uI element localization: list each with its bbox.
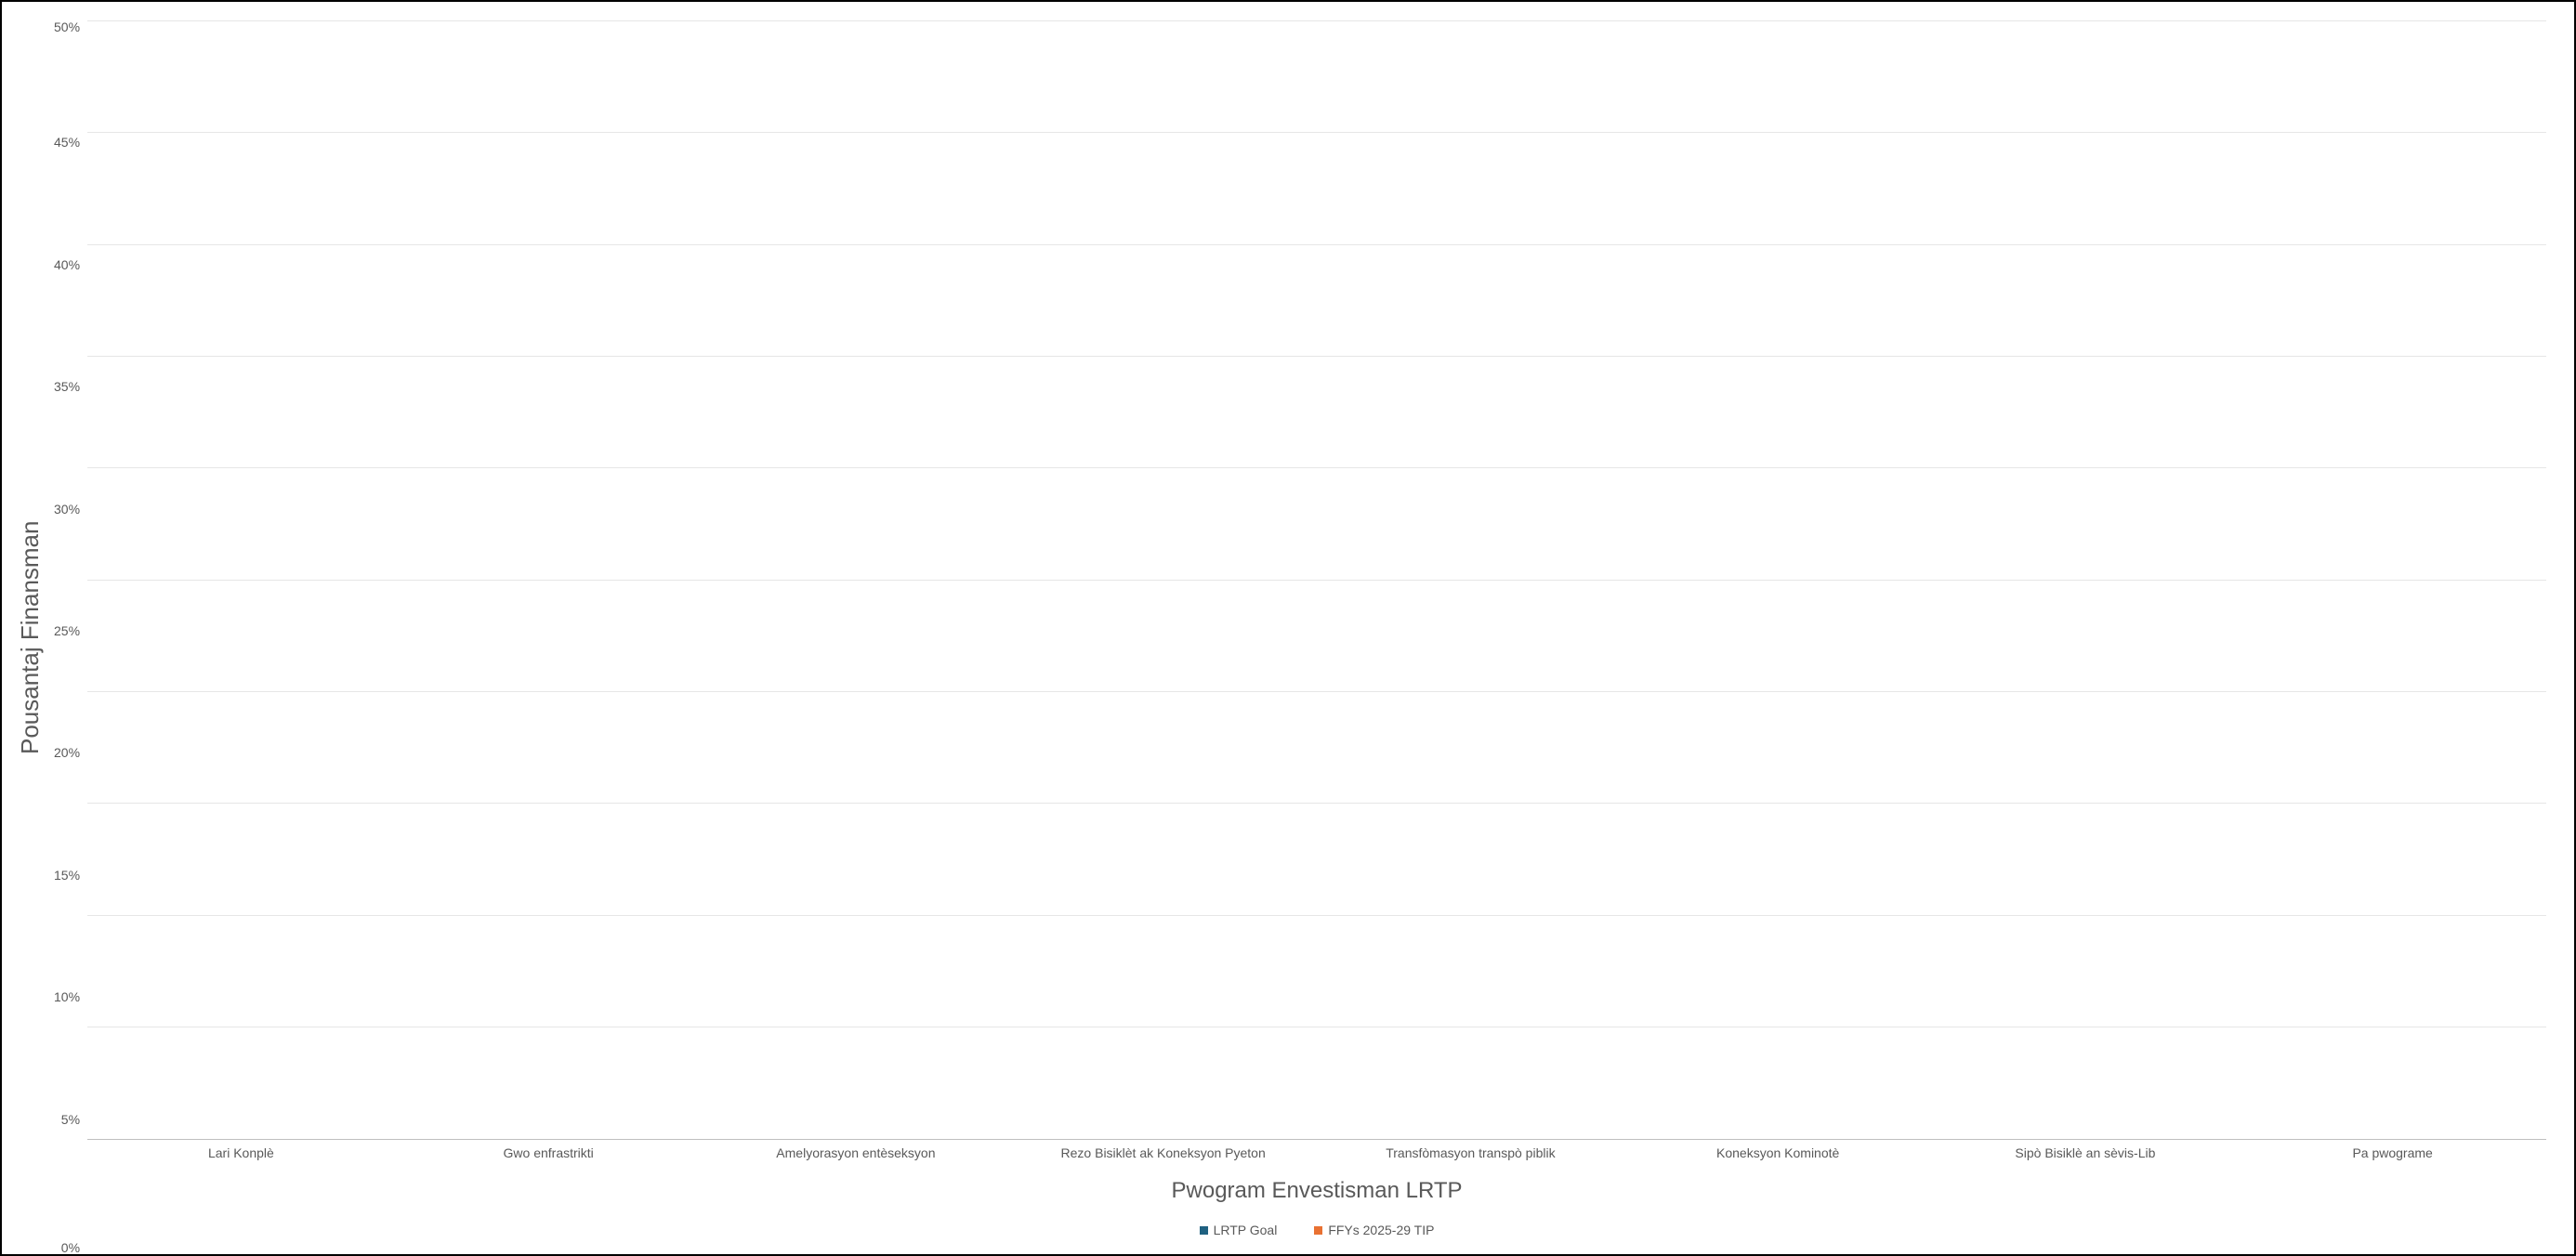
x-axis-labels: Lari KonplèGwo enfrastriktiAmelyorasyon … xyxy=(87,1140,2546,1162)
x-tick-label: Amelyorasyon entèseksyon xyxy=(703,1145,1010,1162)
y-tick-label: 35% xyxy=(54,380,80,393)
y-tick-label: 50% xyxy=(54,20,80,33)
legend: LRTP Goal FFYs 2025-29 TIP xyxy=(87,1213,2546,1254)
gridline xyxy=(87,691,2546,692)
x-tick-label: Gwo enfrastrikti xyxy=(395,1145,703,1162)
y-tick-label: 30% xyxy=(54,503,80,516)
x-tick-label: Rezo Bisiklèt ak Koneksyon Pyeton xyxy=(1009,1145,1317,1162)
y-tick-label: 15% xyxy=(54,869,80,882)
gridline xyxy=(87,915,2546,916)
x-axis-title: Pwogram Envestisman LRTP xyxy=(87,1161,2546,1213)
gridline xyxy=(87,467,2546,468)
legend-label: LRTP Goal xyxy=(1214,1223,1278,1237)
legend-label: FFYs 2025-29 TIP xyxy=(1328,1223,1434,1237)
legend-swatch xyxy=(1200,1226,1208,1235)
legend-item: FFYs 2025-29 TIP xyxy=(1314,1223,1434,1237)
chart-container: Pousantaj Finansman 50% 45% 40% 35% 30% 25% 20… xyxy=(0,0,2576,1256)
x-tick-label: Koneksyon Kominotè xyxy=(1624,1145,1932,1162)
y-tick-label: 45% xyxy=(54,136,80,149)
y-tick-label: 0% xyxy=(54,1241,80,1254)
gridline xyxy=(87,803,2546,804)
y-tick-label: 10% xyxy=(54,990,80,1003)
gridline xyxy=(87,20,2546,21)
gridline xyxy=(87,356,2546,357)
legend-swatch xyxy=(1314,1226,1322,1235)
x-tick-label: Sipò Bisiklè an sèvis-Lib xyxy=(1932,1145,2240,1162)
plot-wrapper: Lari KonplèGwo enfrastriktiAmelyorasyon … xyxy=(87,20,2546,1254)
y-tick-label: 40% xyxy=(54,258,80,271)
y-axis-labels: 50% 45% 40% 35% 30% 25% 20% 15% 10% 5% 0% xyxy=(49,20,87,1254)
x-tick-label: Transfòmasyon transpò piblik xyxy=(1317,1145,1624,1162)
x-tick-label: Pa pwograme xyxy=(2239,1145,2546,1162)
y-axis-title: Pousantaj Finansman xyxy=(11,20,49,1254)
y-tick-label: 5% xyxy=(54,1113,80,1126)
x-tick-label: Lari Konplè xyxy=(87,1145,395,1162)
y-tick-label: 25% xyxy=(54,624,80,637)
gridline xyxy=(87,580,2546,581)
plot-area xyxy=(87,20,2546,1140)
gridline xyxy=(87,132,2546,133)
y-tick-label: 20% xyxy=(54,746,80,759)
gridline xyxy=(87,244,2546,245)
chart-main: Pousantaj Finansman 50% 45% 40% 35% 30% 25% 20… xyxy=(2,2,2574,1254)
legend-item: LRTP Goal xyxy=(1200,1223,1278,1237)
